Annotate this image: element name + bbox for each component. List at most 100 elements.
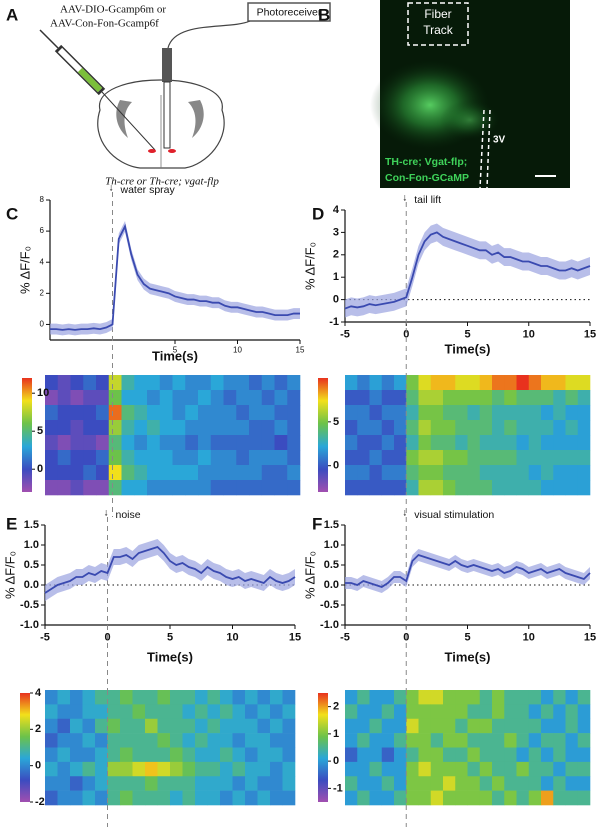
heatmap-cell [223,450,237,466]
heatmap-cell [287,450,301,466]
heatmap-cell [553,405,566,421]
heatmap-cell [236,435,250,451]
heatmap-cell [430,747,444,763]
heatmap-cell [287,465,301,481]
x-tick-label: 5 [167,632,173,644]
heatmap-cell [479,405,493,421]
heatmap-cell [406,450,419,466]
heatmap-cell [455,480,468,496]
heatmap-cell [83,450,97,466]
heatmap-cell [443,718,456,734]
fiber-track-box [407,2,469,46]
heatmap-cell [381,420,395,436]
heatmap-cell [195,776,208,791]
heatmap-cell [257,747,271,763]
y-tick-label: 1 [333,271,339,283]
y-axis-label: % ΔF/F₀ [17,246,32,294]
heatmap-cell [516,375,530,391]
heatmap-cell [207,776,221,791]
heatmap-cell [394,690,407,705]
heatmap-cell [430,761,444,777]
heatmap-cell [232,733,246,748]
heatmap-cell [45,480,59,496]
colorbar-tick-label: 0 [333,460,339,472]
heatmap-cell [565,718,579,734]
heatmap-cell [406,704,419,720]
image-label: Fiber [424,7,451,21]
annotation: tail lift [414,194,441,206]
heatmap-cell [257,761,271,777]
y-axis-label: % ΔF/F₀ [302,551,317,599]
y-tick-label: -1 [329,316,339,328]
heatmap-cell [443,465,456,481]
heatmap-cell [406,465,419,481]
heatmap-cell [381,375,395,391]
heatmap-cell [455,733,468,748]
y-tick-label: 0.0 [324,579,339,591]
heatmap-cell [394,450,407,466]
heatmap-cell [467,776,481,791]
heatmap-cell [245,790,258,806]
heatmap-cell [70,704,83,720]
heatmap-cell [406,420,419,436]
heatmap-cell [357,435,370,451]
heatmap-cell [455,776,468,791]
x-axis-label: Time(s) [147,649,193,664]
heatmap-cell [516,390,530,406]
heatmap-cell [282,747,296,763]
heatmap-cell [45,465,59,481]
heatmap-cell [185,420,199,436]
heatmap-cell [207,747,221,763]
heatmap-cell [182,704,196,720]
heatmap-cell [381,435,395,451]
heatmap-cell [394,761,407,777]
heatmap-cell [282,690,296,705]
heatmap-cell [185,450,199,466]
heatmap-cell [381,790,395,806]
heatmap-cell [455,747,468,763]
heatmap-cell [443,480,456,496]
heatmap-cell [96,435,110,451]
heatmap-cell [406,435,419,451]
heatmap-cell [504,390,517,406]
heatmap-cell [274,420,288,436]
cable [167,20,251,49]
heatmap-cell [70,747,83,763]
heatmap-cell [479,480,493,496]
y-tick-label: 0 [40,320,45,329]
heatmap-cell [492,790,505,806]
heatmap-cell [147,375,161,391]
y-tick-label: 1.5 [324,519,339,531]
heatmap-cell [45,390,59,406]
ventricle-outline [479,109,491,189]
heatmap-cell [108,450,122,466]
heatmap-cell [516,704,530,720]
heatmap-cell [82,761,96,777]
heatmap-cell [70,390,84,406]
heatmap-cell [210,375,224,391]
heatmap-cell [553,747,566,763]
heatmap-cell [455,761,468,777]
heatmap-cell [257,776,271,791]
heatmap-cell [516,435,530,451]
heatmap-cell [528,375,542,391]
fluorescence [440,100,500,140]
heatmap-cell [45,704,58,720]
heatmap-cell [406,375,419,391]
heatmap-cell [418,733,432,748]
heatmap-cell [369,733,383,748]
heatmap-cell [170,718,183,734]
x-tick-label: -5 [340,632,350,644]
heatmap-cell [57,704,71,720]
heatmap-cell [95,718,108,734]
heatmap-cell [565,405,579,421]
heatmap-cell [132,733,146,748]
panel-b: B Fiber Track 3V TH-cre; Vgat-flp; Con-F… [318,0,570,189]
heatmap-cell [132,718,146,734]
heatmap-cell [257,718,271,734]
heatmap-cell [245,718,258,734]
heatmap-cell [170,761,183,777]
heatmap-cell [394,405,407,421]
heatmap-cell [369,480,383,496]
heatmap-cell [70,420,84,436]
